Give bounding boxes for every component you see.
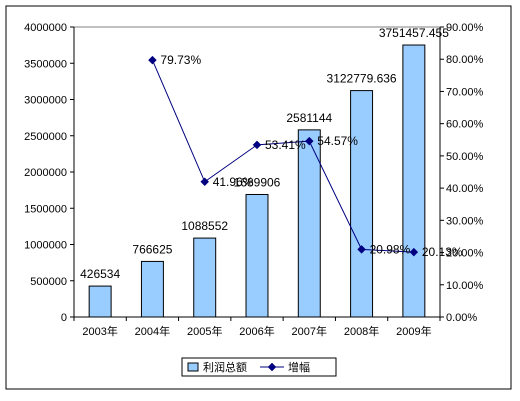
line-data-label: 54.57% (317, 134, 358, 148)
legend-label-bar: 利润总额 (203, 360, 247, 374)
x-tick-label: 2006年 (239, 324, 274, 338)
x-tick-label: 2007年 (292, 324, 327, 338)
y-left-tick-label: 2500000 (24, 131, 67, 143)
x-tick-label: 2005年 (187, 324, 222, 338)
x-tick-label: 2004年 (135, 324, 170, 338)
legend-box (181, 357, 337, 377)
plot-area: 0 500000 1000000 1500000 2000000 2500000 30000… (24, 22, 483, 338)
line-data-label: 79.73% (160, 53, 201, 67)
y-right-tick-label: 70.00% (446, 86, 484, 98)
y-left-tick-label: 1500000 (24, 203, 67, 215)
y-left-tick-label: 3000000 (24, 95, 67, 107)
legend-swatch-bar (187, 362, 199, 372)
y-right-tick-label: 40.00% (446, 183, 484, 195)
bar-data-label: 2581144 (286, 111, 332, 125)
line-data-label: 53.41% (265, 138, 306, 152)
line-point (357, 245, 366, 254)
y-right-tick-label: 80.00% (446, 54, 484, 66)
line-point (200, 177, 209, 187)
bar (193, 237, 217, 318)
bar-data-label: 766625 (132, 242, 172, 256)
growth-line (151, 59, 414, 253)
y-right-tick-label: 0.00% (446, 312, 477, 324)
y-right-tick-label: 50.00% (446, 151, 484, 163)
y-right-tick-label: 60.00% (446, 119, 484, 131)
bar-data-label: 1689906 (234, 175, 281, 189)
line-point (252, 140, 262, 150)
bar (88, 285, 112, 318)
y-left-tick-label: 4000000 (24, 22, 67, 34)
line-data-label: 20.98% (370, 242, 411, 256)
line-point (305, 136, 314, 146)
y-left-tick-label: 0 (61, 312, 67, 324)
bar (297, 129, 321, 318)
bar (350, 90, 374, 318)
line-data-label: 20.13% (422, 245, 463, 259)
y-left-tick-label: 2000000 (24, 167, 67, 179)
bar (402, 44, 426, 318)
y-left-tick-label: 500000 (30, 276, 67, 288)
bar (140, 260, 164, 318)
x-tick-label: 2008年 (344, 324, 379, 338)
y-right-tick-label: 90.00% (446, 22, 484, 34)
y-right-tick-label: 20.00% (446, 248, 484, 260)
y-right-tick-label: 10.00% (446, 280, 484, 292)
y-left-tick-label: 1000000 (24, 240, 67, 252)
bar-data-label: 3751457.455 (379, 26, 449, 40)
bar (245, 193, 269, 318)
y-right-tick-label: 30.00% (446, 215, 484, 227)
x-tick-label: 2003年 (82, 324, 117, 338)
bar-data-label: 3122779.636 (327, 72, 397, 86)
line-data-label: 41.96% (213, 175, 254, 189)
y-left-tick-label: 3500000 (24, 58, 67, 70)
bar-data-label: 426534 (80, 267, 120, 281)
x-tick-label: 2009年 (396, 324, 431, 338)
bar-data-label: 1088552 (181, 219, 228, 233)
legend-label-line: 增幅 (288, 360, 310, 374)
legend: 利润总额 增幅 (181, 357, 337, 377)
legend-swatch-marker (267, 362, 277, 372)
line-point (409, 247, 419, 257)
